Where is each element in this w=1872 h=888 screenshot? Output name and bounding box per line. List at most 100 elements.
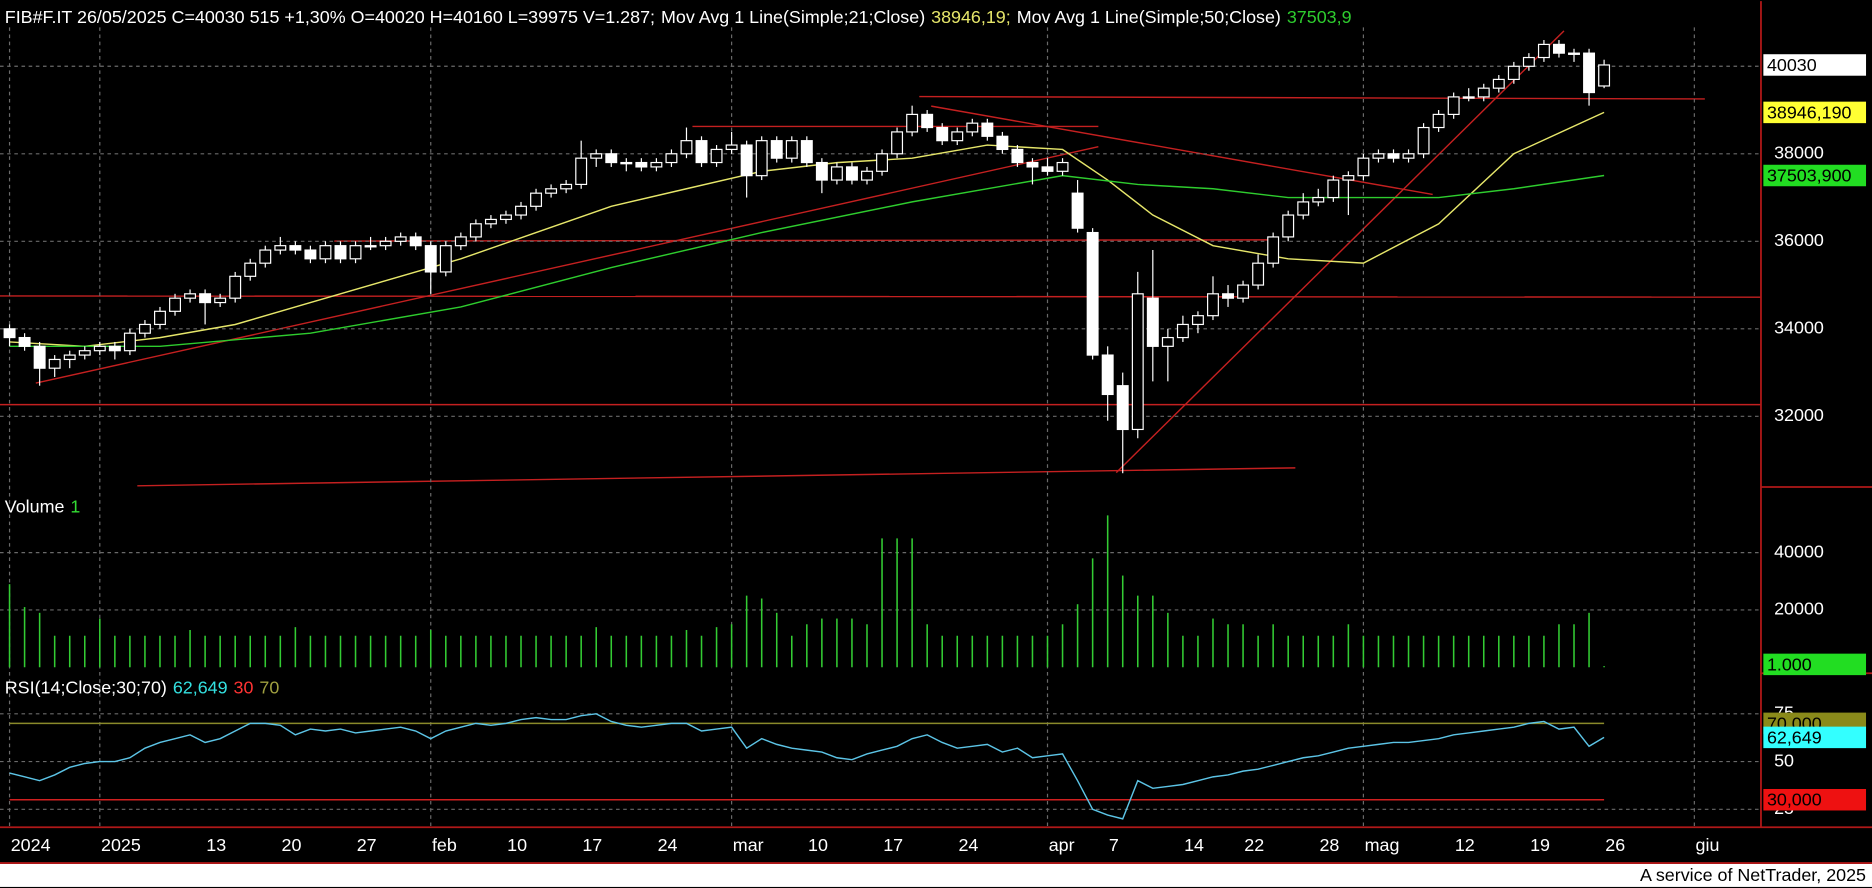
rsi-line (9, 713, 1605, 820)
x-tick-label: 17 (582, 835, 602, 855)
candle-body (936, 126, 949, 142)
candle-body (800, 140, 813, 164)
candle-body (530, 192, 543, 207)
candle-body (454, 236, 467, 247)
y-tick-label: 32000 (1774, 405, 1824, 425)
x-tick-label: 14 (1184, 835, 1204, 855)
value-marker-label: 38946,190 (1767, 102, 1852, 122)
candle-body (1297, 201, 1310, 216)
x-tick-label: 10 (808, 835, 828, 855)
candle-body (755, 140, 768, 177)
candle-body (1101, 354, 1114, 396)
candle-body (861, 170, 873, 181)
candle-body (349, 245, 362, 260)
candle-body (560, 183, 573, 190)
candle-body (1161, 336, 1174, 347)
candle-body (1026, 161, 1039, 168)
candle-body (379, 240, 392, 247)
candle-body (48, 358, 61, 369)
x-tick-label: mar (733, 835, 764, 855)
footer-strip (0, 863, 1872, 887)
candle-body (1507, 65, 1520, 81)
candle-body (1176, 323, 1189, 339)
x-tick-label: apr (1049, 835, 1075, 855)
candle-body (18, 336, 31, 347)
candle-body (409, 236, 422, 247)
candle-body (93, 345, 106, 352)
candle-body (1417, 126, 1430, 155)
candle-body (575, 157, 588, 186)
trendline (137, 467, 1296, 487)
candle-body (304, 249, 317, 260)
candle-body (876, 153, 889, 172)
candle-body (1327, 179, 1340, 199)
candle-body (1537, 43, 1550, 59)
candle-body (1568, 52, 1580, 55)
value-marker-label: 37503,900 (1767, 165, 1852, 185)
x-tick-label: 22 (1244, 835, 1264, 855)
x-tick-label: 2025 (101, 835, 141, 855)
candle-body (1522, 56, 1535, 67)
candle-body (515, 205, 527, 216)
candle-body (1312, 196, 1325, 203)
candle-body (1387, 153, 1400, 159)
x-tick-label: 24 (658, 835, 678, 855)
candle-body (1462, 96, 1475, 99)
candle-body (710, 148, 723, 164)
legend-name: Mov Avg 1 Line(Simple;50;Close) (1017, 7, 1281, 27)
panel-title-text: Volume (5, 496, 65, 516)
x-tick-label: 24 (958, 835, 978, 855)
panel-title: RSI(14;Close;30;70) 62,649 30 70 (5, 677, 280, 697)
value-marker (1763, 653, 1867, 676)
candle-body (1583, 52, 1596, 94)
footer: A service of NetTrader, 2025 (1640, 865, 1866, 885)
panel-title-text: RSI(14;Close;30;70) (5, 677, 167, 697)
candle-body (635, 161, 648, 168)
candle-body (1552, 43, 1565, 54)
candle-body (680, 140, 693, 155)
candle-body (274, 245, 287, 251)
y-tick-label: 40000 (1774, 541, 1824, 561)
candle-body (1477, 87, 1490, 98)
candle-body (891, 131, 904, 155)
x-tick-label: 26 (1605, 835, 1625, 855)
candle-body (815, 161, 828, 181)
y-tick-label: 38000 (1774, 143, 1824, 163)
candle-body (1131, 293, 1144, 431)
panel-title-value: 30 (234, 677, 254, 697)
candle-body (845, 166, 858, 181)
candle-body (650, 161, 663, 168)
candle-body (199, 293, 212, 304)
x-tick-label: 7 (1109, 835, 1119, 855)
candle-body (138, 323, 151, 334)
trendline (1115, 30, 1565, 474)
candle-body (33, 345, 46, 369)
candle-body (244, 262, 257, 277)
candle-body (78, 350, 91, 356)
candle-body (605, 153, 618, 164)
trendline (0, 295, 1761, 298)
candle-body (1222, 293, 1234, 299)
candle-body (545, 188, 558, 194)
candle-body (1447, 96, 1460, 116)
header-title: FIB#F.IT 26/05/2025 C=40030 515 +1,30% O… (5, 7, 655, 27)
x-tick-label: 17 (883, 835, 903, 855)
candle-body (740, 144, 753, 177)
x-tick-label: feb (432, 835, 457, 855)
x-tick-label: giu (1696, 835, 1720, 855)
candle-body (1492, 78, 1505, 89)
candle-body (123, 332, 136, 352)
legend-value: 38946,19; (931, 7, 1011, 27)
candle-body (3, 328, 16, 339)
x-tick-label: 27 (357, 835, 377, 855)
candle-body (469, 223, 482, 238)
candle-body (1402, 153, 1415, 159)
candle-body (1432, 113, 1445, 129)
candle-body (1116, 385, 1129, 431)
x-tick-label: 28 (1319, 835, 1339, 855)
candle-body (966, 122, 979, 133)
candle-body (334, 245, 347, 260)
candle-body (830, 166, 843, 181)
